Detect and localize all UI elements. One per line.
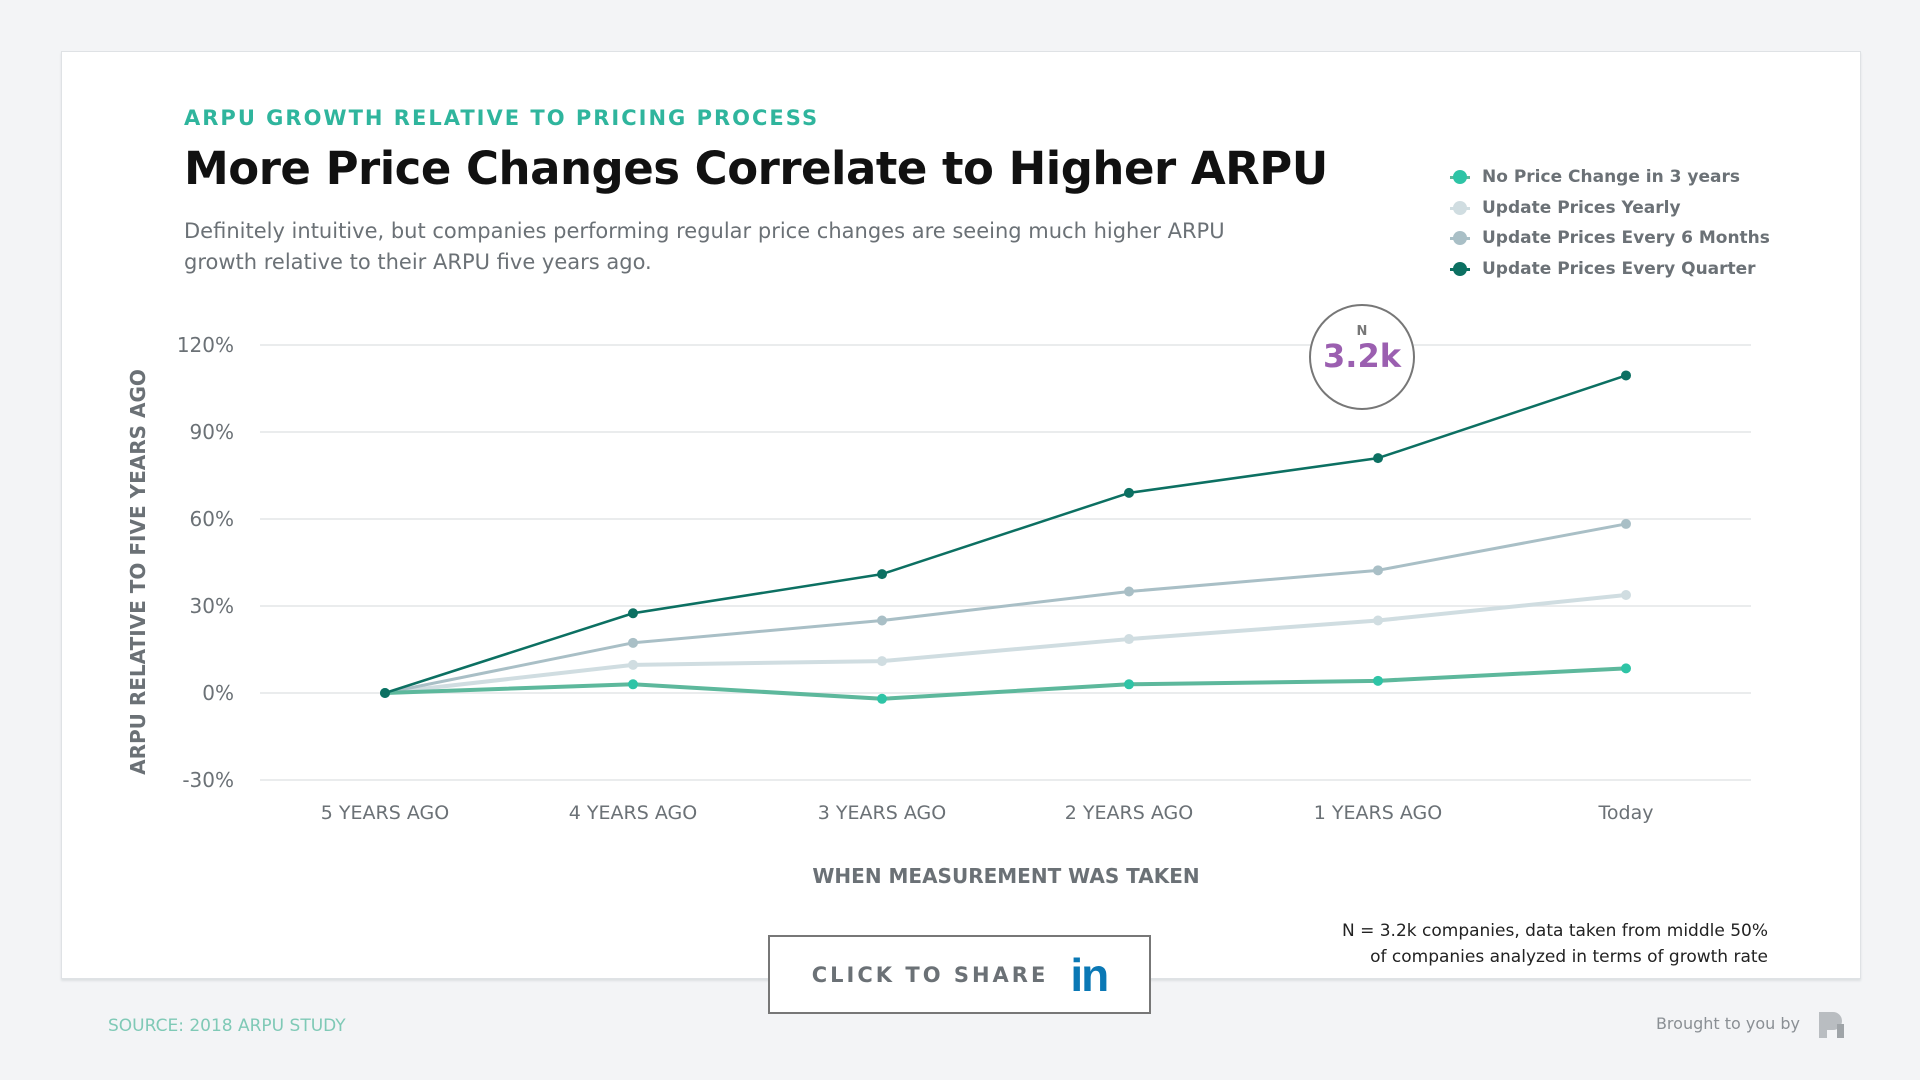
series-line-0	[384, 666, 1627, 701]
legend-marker-icon	[1450, 261, 1470, 276]
y-tick-label: 90%	[190, 420, 234, 444]
data-point	[1621, 370, 1631, 381]
share-linkedin-button[interactable]: CLICK TO SHARE in	[768, 935, 1151, 1014]
data-point	[1124, 679, 1134, 690]
data-point	[877, 569, 887, 580]
data-point	[628, 679, 638, 690]
x-axis-label: WHEN MEASUREMENT WAS TAKEN	[812, 864, 1200, 888]
series-line-1	[384, 592, 1627, 695]
legend-item: Update Prices Every 6 Months	[1450, 223, 1770, 254]
chart-title: More Price Changes Correlate to Higher A…	[184, 142, 1328, 195]
x-tick-label: Today	[1598, 802, 1654, 824]
data-point	[1124, 487, 1134, 498]
data-point	[1621, 518, 1631, 529]
legend-label: Update Prices Every Quarter	[1482, 258, 1756, 279]
data-point	[1373, 615, 1383, 626]
legend-marker-icon	[1450, 200, 1470, 215]
chart-description: Definitely intuitive, but companies perf…	[184, 219, 1225, 274]
sample-size-value: 3.2k	[1323, 337, 1401, 375]
y-tick-label: -30%	[182, 768, 234, 792]
data-point	[628, 608, 638, 619]
brand-logo-icon	[1819, 1012, 1844, 1038]
series-line-2	[384, 522, 1627, 695]
data-point	[1373, 565, 1383, 576]
x-tick-label: 3 YEARS AGO	[818, 802, 946, 824]
legend: No Price Change in 3 years Update Prices …	[1450, 162, 1770, 284]
linkedin-icon: in	[1070, 948, 1109, 1001]
legend-item: No Price Change in 3 years	[1450, 162, 1770, 193]
legend-label: No Price Change in 3 years	[1482, 167, 1740, 188]
legend-label: Update Prices Every 6 Months	[1482, 228, 1770, 249]
data-point	[1124, 586, 1134, 597]
legend-marker-icon	[1450, 231, 1470, 246]
data-point	[1373, 675, 1383, 686]
chart-eyebrow: ARPU GROWTH RELATIVE TO PRICING PROCESS	[184, 106, 820, 130]
y-tick-label: 60%	[190, 507, 234, 531]
footnote-line-1: N = 3.2k companies, data taken from midd…	[1341, 921, 1768, 941]
legend-label: Update Prices Yearly	[1482, 197, 1681, 218]
brought-to-you-text: Brought to you by	[1655, 1014, 1800, 1033]
x-tick-label: 2 YEARS AGO	[1065, 802, 1193, 824]
data-point	[1124, 634, 1134, 645]
data-point	[628, 659, 638, 670]
y-tick-label: 120%	[177, 333, 234, 357]
sample-size-label: N	[1356, 324, 1368, 339]
data-point	[628, 637, 638, 648]
source-text: SOURCE: 2018 ARPU STUDY	[108, 1016, 346, 1036]
footnote-line-2: of companies analyzed in terms of growth…	[1370, 947, 1768, 967]
data-point	[380, 688, 390, 698]
y-tick-label: 30%	[190, 594, 234, 618]
series-line-3	[384, 374, 1627, 695]
data-point	[877, 656, 887, 667]
chart-card	[61, 51, 1861, 979]
x-tick-label: 4 YEARS AGO	[569, 802, 697, 824]
legend-item: Update Prices Every Quarter	[1450, 254, 1770, 285]
sample-size-badge: N 3.2k	[1309, 304, 1415, 410]
data-point	[1373, 453, 1383, 464]
legend-item: Update Prices Yearly	[1450, 193, 1770, 224]
y-axis-label: ARPU RELATIVE TO FIVE YEARS AGO	[126, 369, 150, 775]
y-tick-label: 0%	[202, 681, 234, 705]
legend-marker-icon	[1450, 170, 1470, 185]
x-tick-label: 5 YEARS AGO	[321, 802, 449, 824]
data-point	[877, 693, 887, 704]
data-point	[1621, 663, 1631, 674]
x-tick-label: 1 YEARS AGO	[1314, 802, 1442, 824]
data-point	[1621, 589, 1631, 600]
footnote: N = 3.2k companies, data taken from midd…	[1342, 918, 1768, 970]
share-label: CLICK TO SHARE	[811, 962, 1049, 987]
data-point	[877, 615, 887, 626]
